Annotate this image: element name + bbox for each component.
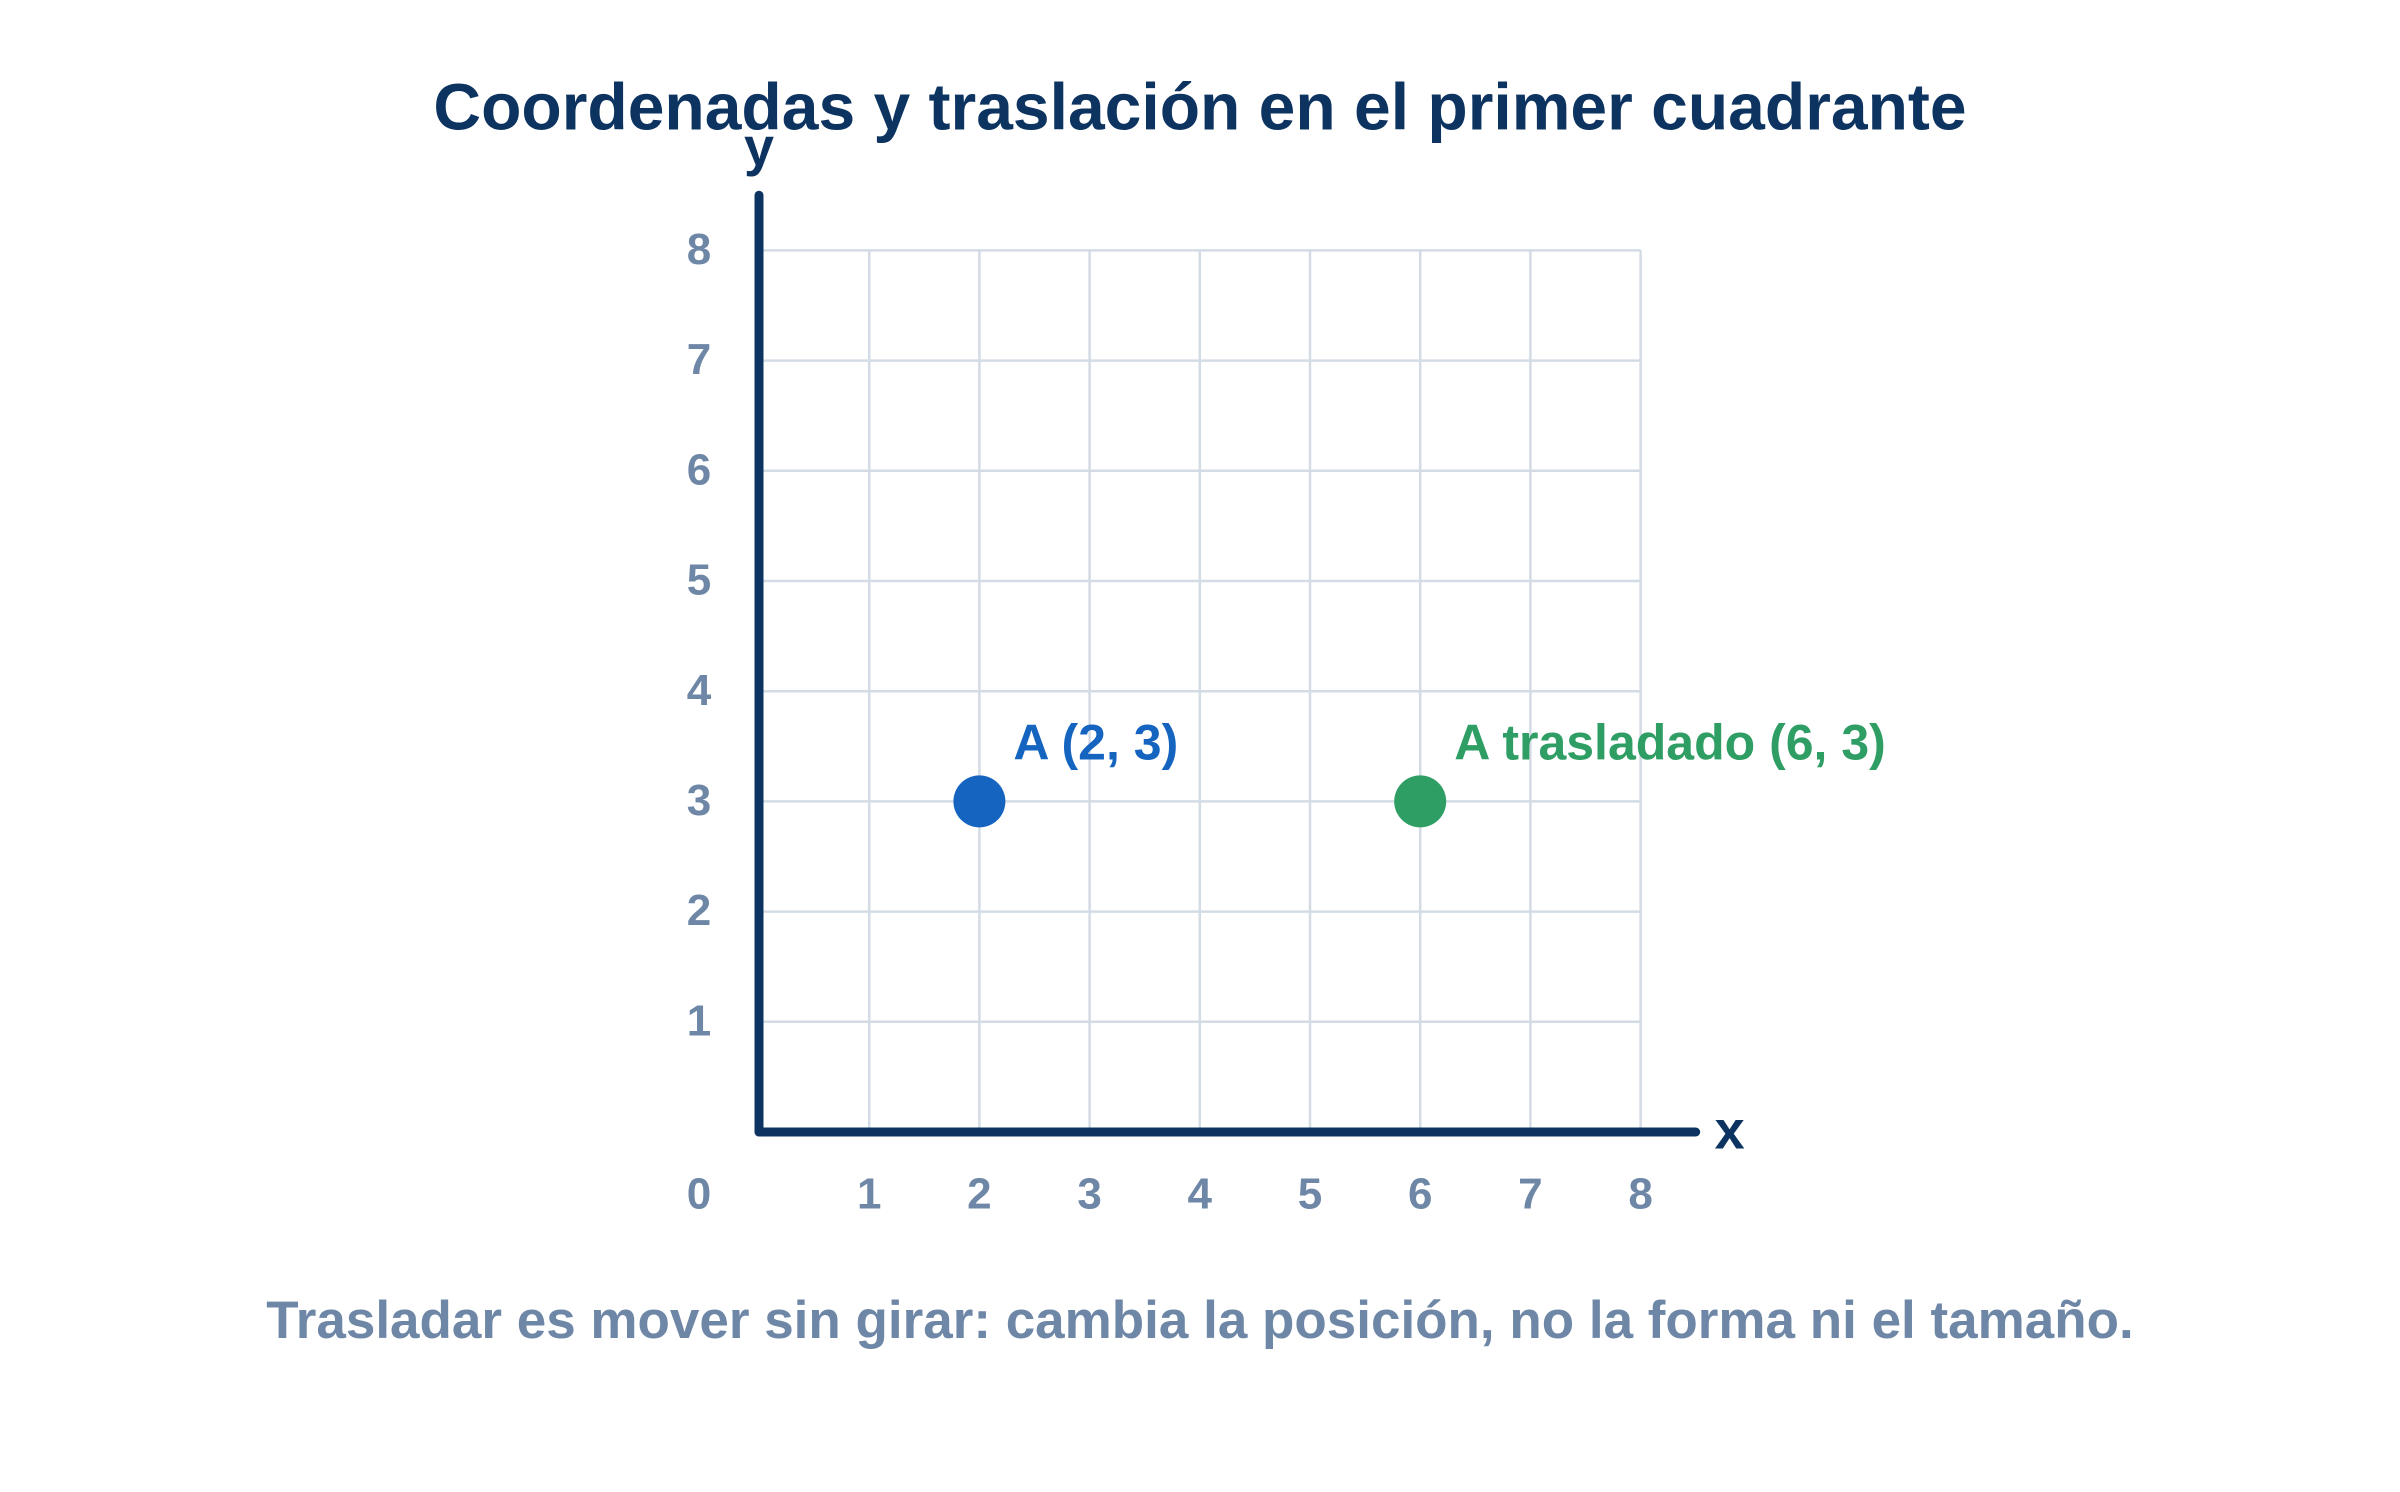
x-tick-label: 1	[857, 1170, 881, 1219]
y-tick-label: 8	[687, 225, 711, 274]
point	[953, 775, 1006, 828]
y-tick-label: 6	[687, 445, 711, 494]
y-tick-label: 3	[687, 776, 711, 825]
y-tick-label: 7	[687, 335, 711, 384]
chart-title: Coordenadas y traslación en el primer cu…	[433, 69, 1966, 143]
x-tick-label: 0	[687, 1170, 711, 1219]
x-tick-label: 6	[1408, 1170, 1432, 1219]
point-label: A trasladado (6, 3)	[1454, 715, 1886, 771]
x-axis-label: x	[1715, 1100, 1745, 1160]
x-tick-label: 5	[1298, 1170, 1322, 1219]
y-tick-label: 4	[687, 666, 712, 715]
x-tick-label: 7	[1518, 1170, 1542, 1219]
point-label: A (2, 3)	[1013, 715, 1178, 771]
x-tick-label: 8	[1628, 1170, 1652, 1219]
x-tick-label: 4	[1188, 1170, 1213, 1219]
caption: Trasladar es mover sin girar: cambia la …	[266, 1291, 2133, 1350]
y-tick-label: 1	[687, 996, 711, 1045]
y-tick-label: 5	[687, 556, 711, 605]
y-tick-label: 2	[687, 886, 711, 935]
y-axis-label: y	[744, 118, 774, 178]
x-tick-label: 3	[1077, 1170, 1101, 1219]
point	[1394, 775, 1447, 828]
x-tick-label: 2	[967, 1170, 991, 1219]
